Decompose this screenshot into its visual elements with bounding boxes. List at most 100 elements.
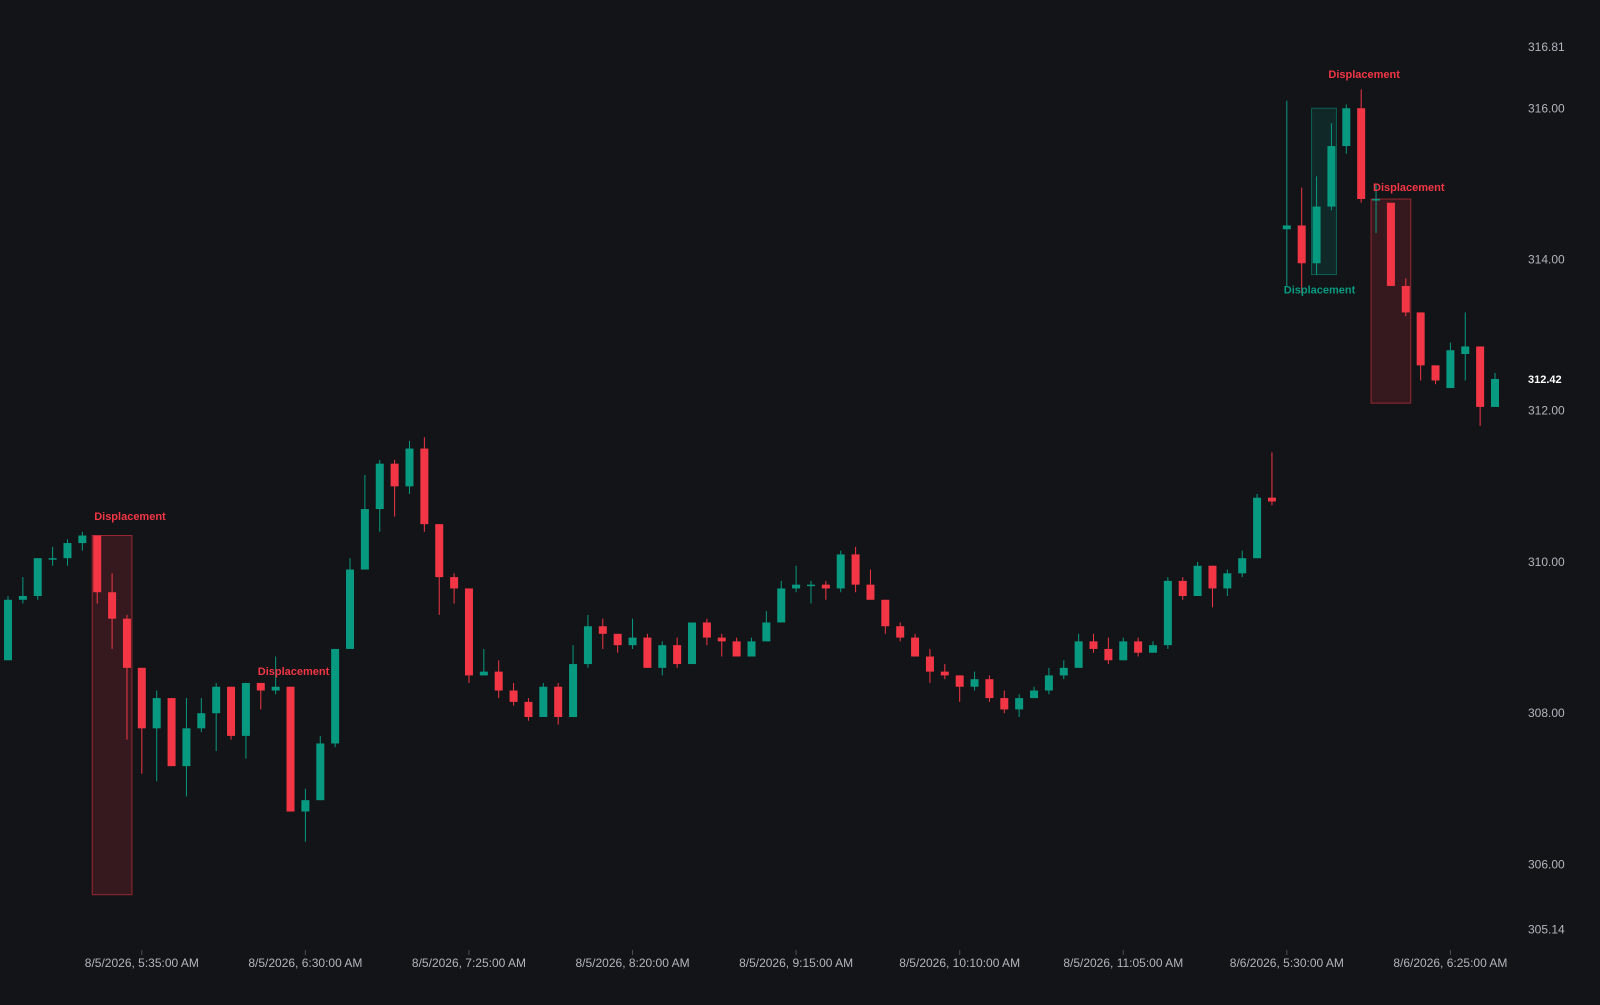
candle[interactable]	[137, 667, 146, 774]
candle[interactable]	[1238, 550, 1247, 578]
candle[interactable]	[598, 618, 607, 649]
candle[interactable]	[63, 539, 72, 566]
candle[interactable]	[1327, 123, 1336, 211]
candle[interactable]	[688, 622, 697, 665]
candle[interactable]	[152, 690, 161, 782]
candle[interactable]	[1357, 89, 1366, 203]
candle[interactable]	[1223, 569, 1232, 597]
candle[interactable]	[509, 682, 518, 706]
candle[interactable]	[732, 637, 741, 657]
candle[interactable]	[717, 633, 726, 657]
candle[interactable]	[554, 682, 563, 725]
candle[interactable]	[613, 633, 622, 653]
candle[interactable]	[197, 698, 206, 733]
candle[interactable]	[911, 633, 920, 657]
candle[interactable]	[360, 475, 369, 570]
candle[interactable]	[1282, 100, 1291, 286]
candle[interactable]	[628, 618, 637, 649]
candle[interactable]	[896, 622, 905, 642]
candle[interactable]	[1104, 637, 1113, 665]
candle[interactable]	[108, 573, 117, 649]
candle[interactable]	[450, 573, 459, 604]
candle[interactable]	[702, 618, 711, 646]
candle[interactable]	[539, 682, 548, 717]
candle[interactable]	[375, 459, 384, 532]
candle[interactable]	[1312, 176, 1321, 275]
candle[interactable]	[1163, 577, 1172, 649]
candle[interactable]	[301, 788, 310, 842]
price-axis[interactable]: 316.81 316.00 314.00 312.00 310.00 308.00 306.…	[1528, 40, 1565, 936]
candle[interactable]	[122, 614, 131, 740]
candle[interactable]	[1416, 312, 1425, 381]
candle[interactable]	[227, 686, 236, 740]
candle[interactable]	[940, 664, 949, 680]
candle[interactable]	[1253, 493, 1262, 559]
candle[interactable]	[479, 648, 488, 676]
candle[interactable]	[673, 637, 682, 668]
candle[interactable]	[4, 596, 12, 661]
candle[interactable]	[405, 440, 414, 494]
candle[interactable]	[583, 614, 592, 668]
candle[interactable]	[1119, 637, 1128, 661]
candle[interactable]	[256, 682, 265, 710]
candle[interactable]	[1491, 372, 1499, 407]
candle[interactable]	[1089, 633, 1098, 653]
candle[interactable]	[1401, 278, 1410, 317]
candle[interactable]	[836, 550, 845, 593]
candle[interactable]	[1059, 660, 1068, 680]
candle[interactable]	[78, 531, 87, 551]
candle[interactable]	[1193, 561, 1202, 597]
candle[interactable]	[747, 637, 756, 657]
candle[interactable]	[1015, 694, 1024, 717]
candle[interactable]	[435, 524, 444, 615]
candle[interactable]	[1342, 104, 1351, 154]
candle[interactable]	[331, 648, 340, 748]
candle[interactable]	[212, 682, 221, 752]
candle[interactable]	[1134, 637, 1143, 657]
candle[interactable]	[970, 671, 979, 691]
candle[interactable]	[316, 735, 325, 801]
candle[interactable]	[1267, 452, 1276, 506]
candle[interactable]	[18, 577, 27, 604]
candle[interactable]	[866, 569, 875, 600]
candle[interactable]	[271, 656, 280, 695]
candle[interactable]	[167, 698, 176, 767]
candle[interactable]	[1030, 686, 1039, 699]
candle[interactable]	[762, 611, 771, 642]
candle[interactable]	[286, 686, 295, 812]
candle[interactable]	[1446, 342, 1455, 389]
candle[interactable]	[494, 660, 503, 699]
candle[interactable]	[93, 535, 102, 604]
candle[interactable]	[524, 698, 533, 721]
candle[interactable]	[1372, 183, 1381, 234]
candle[interactable]	[1461, 312, 1470, 381]
candle[interactable]	[569, 645, 578, 717]
candle[interactable]	[821, 580, 830, 600]
candle[interactable]	[33, 558, 42, 600]
candle[interactable]	[390, 459, 399, 517]
candle[interactable]	[420, 437, 429, 532]
candle[interactable]	[985, 675, 994, 702]
candle[interactable]	[955, 675, 964, 702]
candle[interactable]	[1074, 633, 1083, 668]
candle[interactable]	[241, 682, 250, 759]
candle[interactable]	[1178, 577, 1187, 600]
candle[interactable]	[851, 546, 860, 593]
candle[interactable]	[643, 633, 652, 668]
candle[interactable]	[1208, 565, 1217, 608]
candle[interactable]	[658, 641, 667, 676]
candle[interactable]	[1431, 365, 1440, 385]
candle[interactable]	[1000, 690, 1009, 714]
candle[interactable]	[1386, 202, 1395, 286]
candle[interactable]	[1297, 187, 1306, 294]
candle[interactable]	[48, 546, 57, 566]
candle[interactable]	[1476, 346, 1485, 426]
candle[interactable]	[464, 588, 473, 683]
candle[interactable]	[777, 580, 786, 623]
candle[interactable]	[1044, 667, 1053, 695]
candle[interactable]	[182, 698, 191, 797]
candle[interactable]	[1148, 641, 1157, 653]
candle[interactable]	[346, 558, 355, 649]
